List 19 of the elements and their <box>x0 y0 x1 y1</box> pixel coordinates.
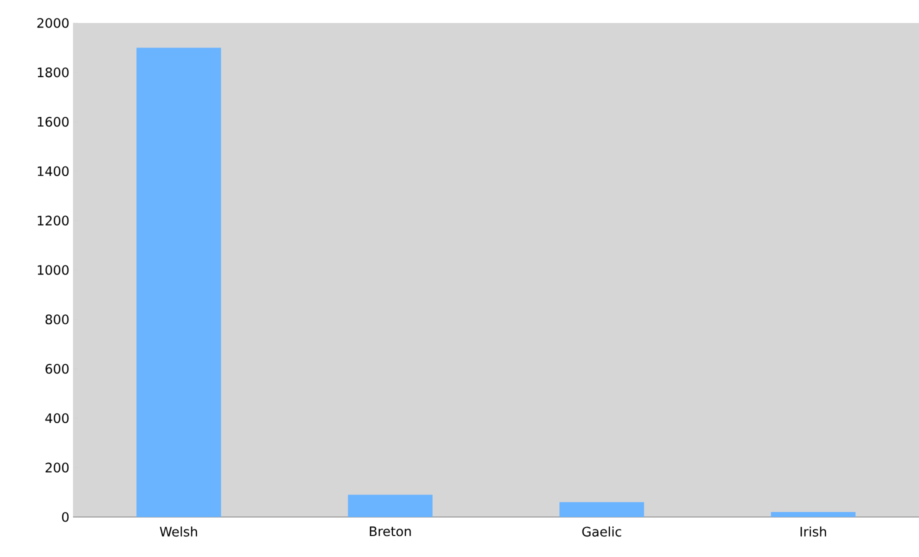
bar <box>348 494 433 517</box>
y-tick-label: 2000 <box>37 18 69 28</box>
x-tick-label: Irish <box>800 526 826 537</box>
bar <box>559 502 644 517</box>
x-tick-label: Breton <box>370 526 411 536</box>
x-tick-label: Gaelic <box>582 526 622 537</box>
y-tick-label: 1000 <box>38 265 69 275</box>
bar <box>136 48 222 517</box>
y-tick-label: 1600 <box>38 116 69 127</box>
bar <box>770 512 856 517</box>
y-tick-label: 1400 <box>38 166 69 176</box>
y-tick-label: 600 <box>46 364 69 374</box>
y-tick-label: 800 <box>46 314 69 324</box>
y-tick-label: 200 <box>46 462 69 473</box>
y-tick-label: 1800 <box>38 67 69 78</box>
y-tick-label: 0 <box>62 512 69 522</box>
x-tick-label: Welsh <box>160 526 198 537</box>
y-tick-label: 1200 <box>38 216 69 226</box>
y-tick-label: 400 <box>45 413 69 424</box>
